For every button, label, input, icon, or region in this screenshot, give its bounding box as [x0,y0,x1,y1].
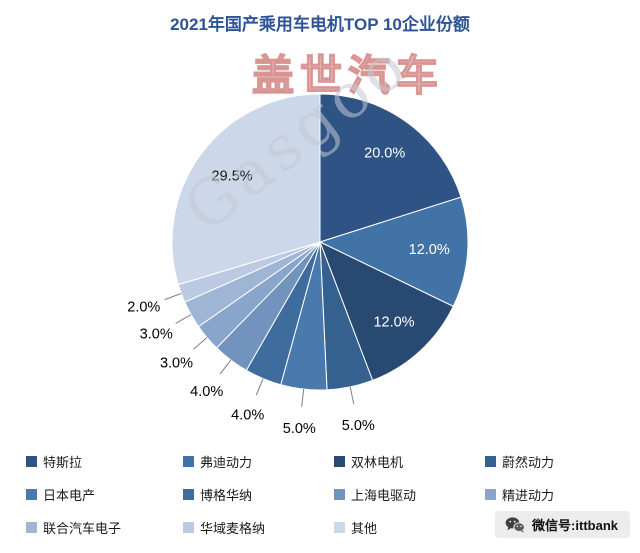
wechat-icon [505,516,526,533]
legend-label: 上海电驱动 [351,488,417,503]
legend-item-1: 特斯拉 [26,452,183,471]
pie-label-3: 12.0% [373,315,414,331]
pie-label-9: 3.0% [140,326,173,342]
legend-swatch [26,456,37,467]
pie-label-8: 3.0% [160,355,193,371]
chart-legend: 特斯拉 弗迪动力 双林电机 蔚然动力日本电产 博格华纳 上海电驱动 精进动力联合汽车电子 华域… [26,452,622,537]
legend-swatch [485,456,496,467]
legend-swatch [334,489,345,500]
pie-label-1: 20.0% [364,146,405,162]
label-leader-line [219,359,232,375]
legend-item-6: 博格华纳 [183,485,334,504]
pie-slice-2 [318,196,469,308]
legend-swatch [26,522,37,533]
legend-label: 蔚然动力 [502,455,555,470]
pie-label-5: 5.0% [283,421,316,437]
legend-label: 联合汽车电子 [43,521,122,536]
legend-item-9: 联合汽车电子 [26,518,183,537]
pie-label-10: 2.0% [127,299,160,315]
pie-label-4: 5.0% [342,418,375,434]
legend-item-8: 精进动力 [485,485,622,504]
label-leader-line [349,386,355,405]
legend-label: 华域麦格纳 [200,521,266,536]
legend-label: 特斯拉 [43,455,83,470]
label-leader-line [193,337,208,350]
legend-swatch [183,456,194,467]
legend-swatch [485,489,496,500]
legend-item-4: 蔚然动力 [485,452,622,471]
legend-label: 精进动力 [502,488,555,503]
label-leader-line [175,314,192,324]
legend-label: 其他 [351,521,378,536]
legend-label: 博格华纳 [200,488,253,503]
legend-label: 双林电机 [351,455,404,470]
label-leader-line [164,293,182,301]
legend-item-3: 双林电机 [334,452,485,471]
legend-swatch [183,489,194,500]
label-leader-line [255,378,264,396]
legend-item-2: 弗迪动力 [183,452,334,471]
legend-swatch [334,522,345,533]
wechat-id-text: 微信号:ittbank [532,518,618,533]
legend-swatch [183,522,194,533]
legend-item-11: 其他 [334,518,485,537]
legend-item-5: 日本电产 [26,485,183,504]
legend-label: 日本电产 [43,488,96,503]
pie-slice-1 [319,93,462,243]
pie-label-2: 12.0% [409,242,450,258]
chart-title: 2021年国产乘用车电机TOP 10企业份额 [170,15,470,34]
legend-item-7: 上海电驱动 [334,485,485,504]
pie-label-7: 4.0% [190,384,223,400]
pie-label-11: 29.5% [212,169,253,185]
legend-item-10: 华域麦格纳 [183,518,334,537]
pie-slice-11 [171,93,321,286]
wechat-badge: 微信号:ittbank [495,511,630,538]
pie-label-6: 4.0% [231,408,264,424]
label-leader-line [301,389,305,407]
legend-swatch [334,456,345,467]
pie-slice-3 [319,241,454,381]
legend-label: 弗迪动力 [200,455,253,470]
legend-swatch [26,489,37,500]
